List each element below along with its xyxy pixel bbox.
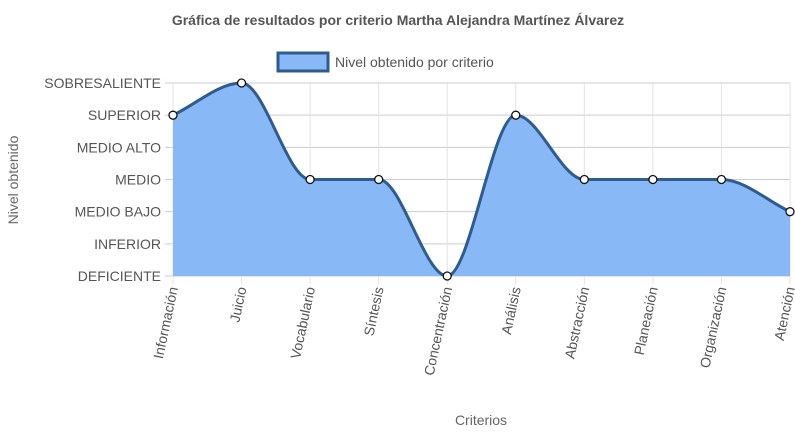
y-tick-label: MEDIO [115,172,161,188]
y-axis-title: Nivel obtenido [5,135,21,224]
legend-swatch [276,51,330,73]
x-tick-label: Vocabulario [287,285,318,360]
data-point[interactable] [579,174,589,185]
data-point[interactable] [236,78,247,88]
plot-area [172,81,791,278]
x-tick-label: Información [150,285,181,360]
x-tick-label: Juicio [226,285,249,324]
data-point[interactable] [511,110,521,120]
x-tick-label: Concentración [421,285,455,377]
y-tick-labels: DEFICIENTE INFERIOR MEDIO BAJO MEDIO MEDIO A… [44,75,161,284]
x-tick-label: Análisis [498,285,524,336]
x-axis-title: Criterios [455,412,507,428]
data-point[interactable] [648,174,658,185]
x-tick-label: Atención [771,285,795,342]
y-tick-label: DEFICIENTE [78,268,161,284]
y-tick-label: MEDIO ALTO [77,139,161,155]
y-tick-label: INFERIOR [94,236,161,252]
legend[interactable]: Nivel obtenido por criterio [276,51,494,73]
area-fill [173,83,790,276]
series-line [172,81,791,278]
y-tick-label: SUPERIOR [88,107,161,123]
data-point[interactable] [305,174,315,185]
legend-label: Nivel obtenido por criterio [335,54,494,70]
data-point[interactable] [374,174,384,185]
x-tick-labels: Información Juicio Vocabulario Síntesis Conc… [150,285,795,377]
data-point[interactable] [442,271,452,281]
y-tick-label: SOBRESALIENTE [44,75,161,91]
data-point[interactable] [716,174,727,185]
data-points [168,78,795,281]
data-point[interactable] [785,207,795,217]
x-tick-label: Abstracción [561,285,592,360]
x-tick-label: Organización [697,285,730,369]
chart-title: Gráfica de resultados por criterio Marth… [172,12,624,28]
x-tick-label: Planeación [631,285,661,356]
data-point[interactable] [168,110,178,120]
x-tick-label: Síntesis [361,285,387,337]
y-tick-label: MEDIO BAJO [75,204,161,220]
